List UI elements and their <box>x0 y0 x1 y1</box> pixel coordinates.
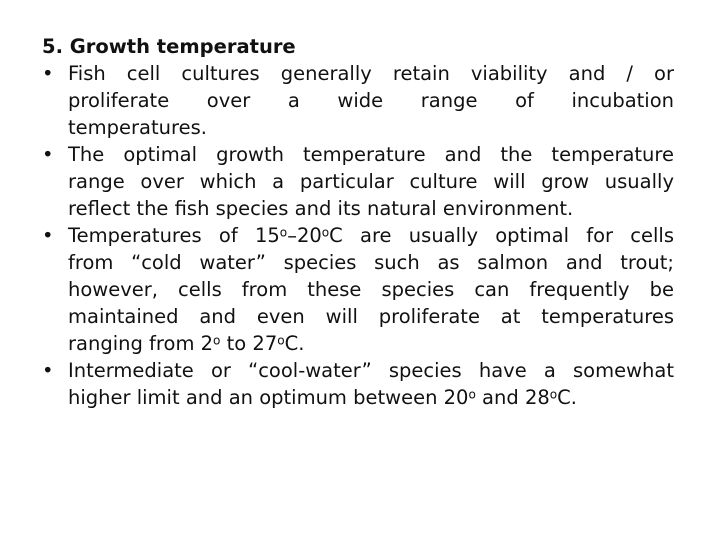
bullet-text-line: ranging from 2o to 27oC. <box>68 332 305 355</box>
bullet-text-line: proliferate over a wide range of incubat… <box>68 89 674 112</box>
degree-mark: o <box>468 387 476 402</box>
bullet-text-line: from “cold water” species such as salmon… <box>68 251 674 274</box>
bullet-dot-icon: • <box>42 224 54 247</box>
bullet-item: • The optimal growth temperature and the… <box>42 141 674 222</box>
degree-mark: o <box>279 225 288 240</box>
degree-mark: o <box>277 333 285 348</box>
bullet-text-line: range over which a particular culture wi… <box>68 170 674 193</box>
bullet-item: • Temperatures of 15o–20oC are usually o… <box>42 222 674 357</box>
bullet-text-line: temperatures. <box>68 116 207 139</box>
bullet-list: • Fish cell cultures generally retain vi… <box>42 60 674 411</box>
bullet-text-line: however, cells from these species can fr… <box>68 278 674 301</box>
bullet-text-line: Fish cell cultures generally retain viab… <box>68 62 674 85</box>
bullet-dot-icon: • <box>42 62 54 85</box>
bullet-text-line: higher limit and an optimum between 20o … <box>68 386 577 409</box>
bullet-dot-icon: • <box>42 143 54 166</box>
bullet-text-line: reflect the fish species and its natural… <box>68 197 574 220</box>
degree-mark: o <box>213 333 221 348</box>
bullet-item: • Fish cell cultures generally retain vi… <box>42 60 674 141</box>
section-heading: 5. Growth temperature <box>42 35 296 58</box>
slide-content: 5. Growth temperature • Fish cell cultur… <box>42 33 674 411</box>
bullet-text-line: maintained and even will proliferate at … <box>68 305 674 328</box>
bullet-item: • Intermediate or “cool-water” species h… <box>42 357 674 411</box>
degree-mark: o <box>549 387 558 402</box>
bullet-text-line: Intermediate or “cool-water” species hav… <box>68 359 674 382</box>
bullet-text-line: Temperatures of 15o–20oC are usually opt… <box>68 224 675 247</box>
bullet-text-line: The optimal growth temperature and the t… <box>68 143 674 166</box>
degree-mark: o <box>321 225 330 240</box>
bullet-dot-icon: • <box>42 359 54 382</box>
